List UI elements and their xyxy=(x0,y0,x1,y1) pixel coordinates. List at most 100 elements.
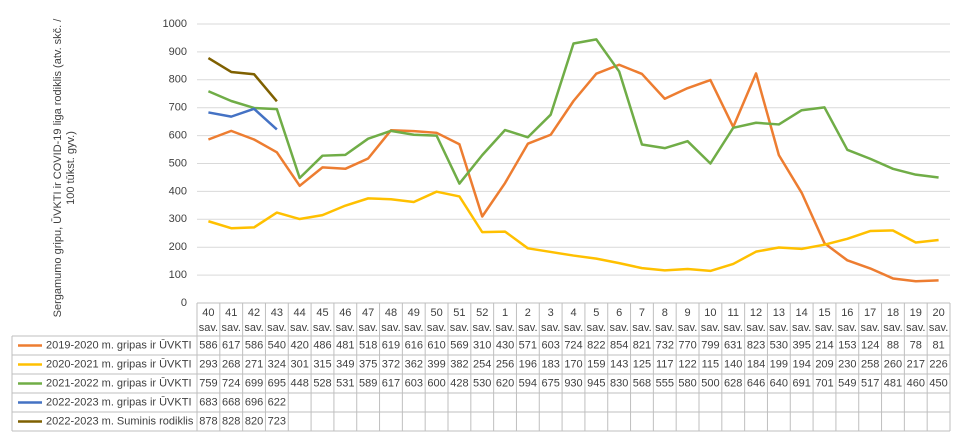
x-tick-unit: sav. xyxy=(427,322,446,334)
x-tick-label: 44 xyxy=(294,307,306,319)
table-value: 481 xyxy=(884,377,902,389)
table-value: 194 xyxy=(793,358,811,370)
table-value: 117 xyxy=(656,358,674,370)
table-value: 571 xyxy=(519,339,537,351)
table-value: 448 xyxy=(291,377,309,389)
x-tick-label: 20 xyxy=(932,307,944,319)
table-value: 196 xyxy=(519,358,537,370)
table-value: 619 xyxy=(382,339,400,351)
table-value: 531 xyxy=(336,377,354,389)
x-tick-unit: sav. xyxy=(929,322,948,334)
x-tick-label: 17 xyxy=(864,307,876,319)
table-value: 616 xyxy=(405,339,423,351)
table-value: 214 xyxy=(815,339,833,351)
x-tick-label: 7 xyxy=(639,307,645,319)
table-value: 699 xyxy=(245,377,263,389)
table-value: 770 xyxy=(678,339,696,351)
x-tick-unit: sav. xyxy=(655,322,674,334)
table-value: 724 xyxy=(564,339,582,351)
table-value: 395 xyxy=(793,339,811,351)
table-value: 81 xyxy=(932,339,944,351)
y-tick-label: 900 xyxy=(169,46,187,58)
table-value: 549 xyxy=(838,377,856,389)
y-axis-label: Sergamumo gripu, ŪVKTI ir COVID-19 liga … xyxy=(52,18,77,318)
table-value: 610 xyxy=(427,339,445,351)
table-value: 183 xyxy=(542,358,560,370)
x-tick-label: 18 xyxy=(887,307,899,319)
x-tick-unit: sav. xyxy=(838,322,857,334)
series-line xyxy=(208,190,939,273)
table-value: 481 xyxy=(336,339,354,351)
x-tick-label: 2 xyxy=(525,307,531,319)
table-value: 732 xyxy=(656,339,674,351)
legend-label: 2019-2020 m. gripas ir ŪVKTI xyxy=(46,339,192,351)
table-value: 115 xyxy=(702,358,720,370)
x-tick-label: 43 xyxy=(271,307,283,319)
table-value: 603 xyxy=(542,339,560,351)
y-tick-label: 800 xyxy=(169,74,187,86)
x-tick-label: 41 xyxy=(225,307,237,319)
table-value: 199 xyxy=(770,358,788,370)
x-tick-label: 14 xyxy=(796,307,808,319)
table-value: 140 xyxy=(724,358,742,370)
x-tick-label: 48 xyxy=(385,307,397,319)
table-value: 399 xyxy=(427,358,445,370)
table-value: 153 xyxy=(838,339,856,351)
table-value: 600 xyxy=(427,377,445,389)
x-tick-unit: sav. xyxy=(473,322,492,334)
table-value: 372 xyxy=(382,358,400,370)
table-value: 260 xyxy=(884,358,902,370)
x-tick-label: 12 xyxy=(750,307,762,319)
table-value: 569 xyxy=(450,339,468,351)
table-value: 375 xyxy=(359,358,377,370)
x-tick-unit: sav. xyxy=(609,322,628,334)
x-tick-label: 10 xyxy=(704,307,716,319)
y-tick-label: 1000 xyxy=(163,18,187,30)
table-value: 362 xyxy=(405,358,423,370)
series-line xyxy=(207,63,939,283)
table-value: 517 xyxy=(861,377,879,389)
table-value: 310 xyxy=(473,339,491,351)
x-tick-unit: sav. xyxy=(564,322,583,334)
table-value: 620 xyxy=(496,377,514,389)
x-tick-label: 1 xyxy=(502,307,508,319)
legend-label: 2022-2023 m. Suminis rodiklis xyxy=(46,415,194,427)
table-value: 315 xyxy=(313,358,331,370)
x-tick-unit: sav. xyxy=(290,322,309,334)
table-value: 668 xyxy=(222,396,240,408)
table-value: 428 xyxy=(450,377,468,389)
table-value: 460 xyxy=(907,377,925,389)
table-value: 631 xyxy=(724,339,742,351)
table-value: 170 xyxy=(564,358,582,370)
table-value: 420 xyxy=(291,339,309,351)
x-tick-label: 46 xyxy=(339,307,351,319)
x-tick-unit: sav. xyxy=(792,322,811,334)
x-tick-unit: sav. xyxy=(381,322,400,334)
x-tick-label: 6 xyxy=(616,307,622,319)
table-value: 723 xyxy=(268,415,286,427)
x-tick-unit: sav. xyxy=(336,322,355,334)
x-tick-label: 11 xyxy=(728,307,739,319)
table-value: 696 xyxy=(245,396,263,408)
table-value: 217 xyxy=(907,358,925,370)
table-value: 589 xyxy=(359,377,377,389)
y-tick-label: 0 xyxy=(181,297,187,309)
table-value: 930 xyxy=(564,377,582,389)
table-value: 184 xyxy=(747,358,765,370)
x-tick-label: 15 xyxy=(818,307,830,319)
x-tick-unit: sav. xyxy=(906,322,925,334)
x-tick-label: 13 xyxy=(773,307,785,319)
table-value: 622 xyxy=(268,396,286,408)
table-value: 500 xyxy=(701,377,719,389)
table-value: 830 xyxy=(610,377,628,389)
table-value: 540 xyxy=(268,339,286,351)
table-value: 580 xyxy=(678,377,696,389)
table-value: 854 xyxy=(610,339,628,351)
table-value: 691 xyxy=(793,377,811,389)
table-value: 640 xyxy=(770,377,788,389)
x-tick-label: 19 xyxy=(910,307,922,319)
x-tick-unit: sav. xyxy=(883,322,902,334)
series-line xyxy=(207,38,939,185)
x-tick-unit: sav. xyxy=(518,322,537,334)
